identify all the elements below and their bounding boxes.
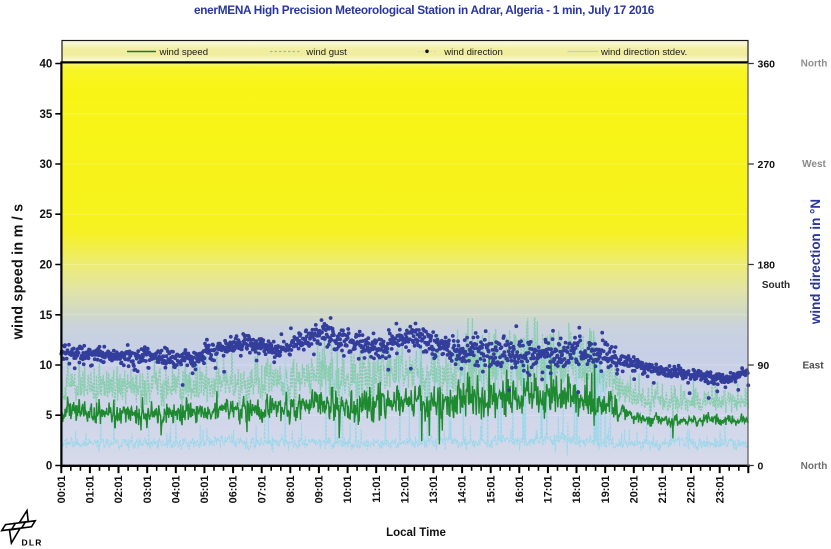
svg-text:180: 180: [758, 259, 776, 271]
svg-text:wind speed in m / s: wind speed in m / s: [11, 204, 27, 341]
svg-text:00:01: 00:01: [56, 476, 68, 504]
svg-text:03:01: 03:01: [142, 476, 154, 504]
svg-text:North: North: [801, 461, 828, 472]
svg-text:22:01: 22:01: [686, 476, 698, 504]
svg-text:17:01: 17:01: [543, 476, 555, 504]
svg-text:wind direction in °N: wind direction in °N: [808, 199, 823, 325]
svg-text:360: 360: [758, 58, 776, 70]
svg-text:16:01: 16:01: [514, 476, 526, 504]
svg-text:Local Time: Local Time: [386, 527, 446, 539]
svg-text:25: 25: [40, 209, 53, 221]
svg-text:DLR: DLR: [22, 538, 43, 548]
svg-text:enerMENA High Precision Meteor: enerMENA High Precision Meteorological S…: [194, 3, 655, 17]
svg-text:12:01: 12:01: [399, 476, 411, 504]
svg-text:wind direction stdev.: wind direction stdev.: [600, 47, 687, 58]
svg-text:01:01: 01:01: [85, 476, 97, 504]
svg-text:wind direction: wind direction: [443, 47, 503, 58]
svg-text:20:01: 20:01: [628, 476, 640, 504]
svg-text:20: 20: [40, 260, 53, 272]
svg-text:15:01: 15:01: [485, 476, 497, 504]
svg-text:15: 15: [40, 310, 53, 322]
svg-text:5: 5: [46, 410, 53, 422]
svg-text:23:01: 23:01: [714, 476, 726, 504]
svg-text:21:01: 21:01: [657, 476, 669, 504]
svg-text:West: West: [802, 159, 826, 170]
svg-text:90: 90: [758, 360, 770, 372]
svg-text:08:01: 08:01: [285, 476, 297, 504]
svg-text:0: 0: [46, 461, 52, 473]
svg-text:10: 10: [40, 360, 53, 372]
svg-text:05:01: 05:01: [199, 476, 211, 504]
svg-text:04:01: 04:01: [170, 476, 182, 504]
svg-text:North: North: [801, 59, 828, 70]
svg-text:270: 270: [758, 159, 776, 171]
svg-text:18:01: 18:01: [571, 476, 583, 504]
svg-text:wind speed: wind speed: [159, 47, 209, 58]
svg-text:0: 0: [758, 460, 764, 472]
svg-text:East: East: [802, 361, 824, 372]
svg-text:South: South: [762, 280, 790, 291]
svg-text:35: 35: [40, 109, 53, 121]
svg-text:07:01: 07:01: [256, 476, 268, 504]
svg-text:09:01: 09:01: [314, 476, 326, 504]
svg-text:30: 30: [40, 159, 53, 171]
svg-text:19:01: 19:01: [600, 476, 612, 504]
svg-text:10:01: 10:01: [342, 476, 354, 504]
svg-text:40: 40: [40, 59, 53, 71]
svg-text:06:01: 06:01: [228, 476, 240, 504]
svg-text:02:01: 02:01: [113, 476, 125, 504]
svg-text:11:01: 11:01: [371, 476, 383, 503]
svg-text:13:01: 13:01: [428, 476, 440, 504]
svg-text:wind gust: wind gust: [305, 47, 347, 58]
svg-text:14:01: 14:01: [457, 476, 469, 504]
